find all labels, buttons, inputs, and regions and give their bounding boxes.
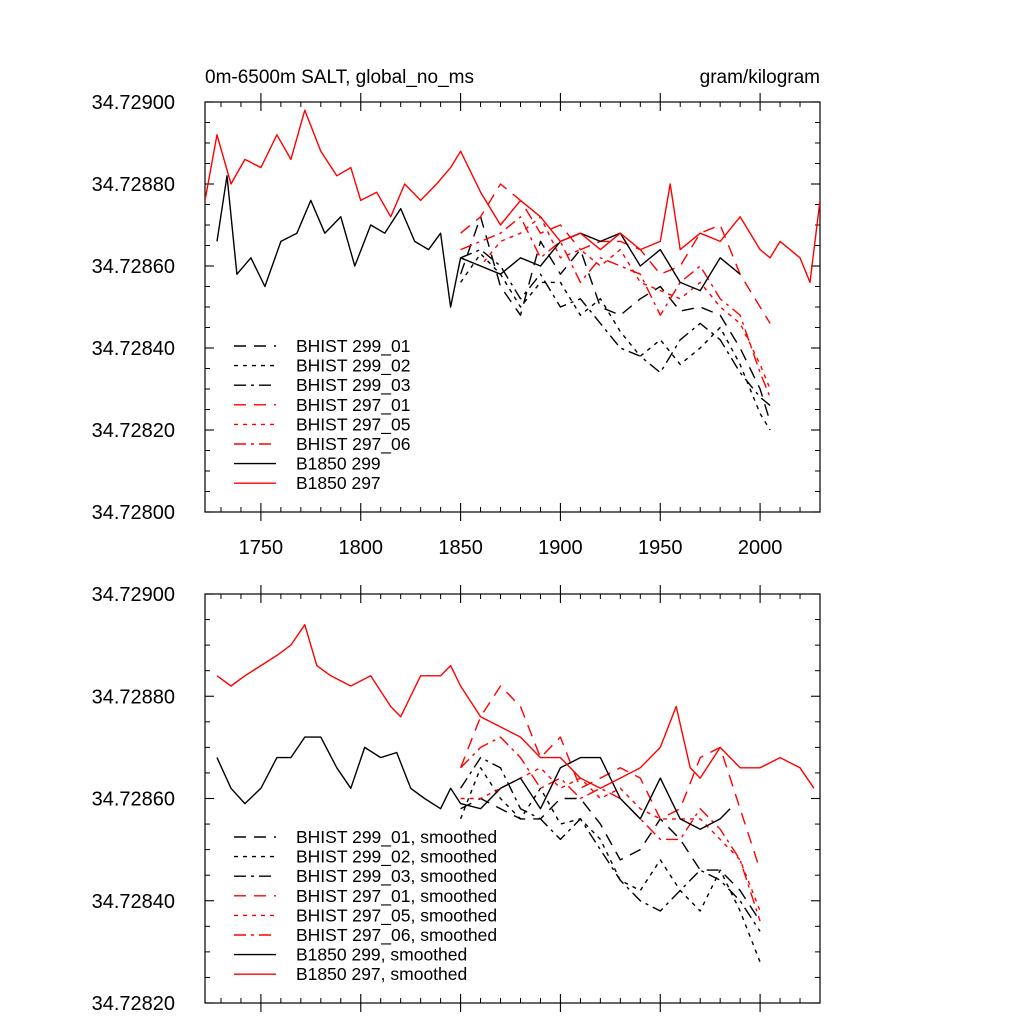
legend-label-7: B1850 299 (296, 454, 381, 474)
y-tick-label: 34.72880 (92, 686, 175, 708)
y-tick-label: 34.72900 (92, 92, 175, 114)
x-tick-label: 1900 (538, 537, 583, 559)
y-tick-label: 34.72840 (92, 891, 175, 913)
bottom-panel: 34.72820 34.72840 34.72860 34.72880 34.72900… (92, 584, 821, 1015)
x-tick-label: 2000 (738, 537, 783, 559)
legend-label-3: BHIST 299_03, smoothed (296, 866, 497, 887)
series-line-8 (216, 624, 815, 789)
legend-label-6: BHIST 297_06 (296, 434, 410, 455)
series-line-6 (460, 216, 771, 398)
x-tick-label: 1850 (438, 537, 483, 559)
series-line-3 (460, 248, 771, 406)
series-line-4 (459, 685, 761, 871)
top-panel: 0m-6500m SALT, global_no_ms gram/kilogra… (92, 67, 821, 559)
series-line-5 (460, 767, 761, 912)
legend-label-4: BHIST 297_01 (296, 395, 410, 416)
legend-label-8: B1850 297 (296, 473, 381, 493)
series-line-4 (460, 183, 771, 324)
legend-label-6: BHIST 297_06, smoothed (296, 925, 497, 946)
series-line-7 (216, 175, 741, 308)
series-line-1 (460, 797, 761, 922)
y-tick-label: 34.72820 (92, 420, 175, 442)
y-tick-label: 34.72820 (92, 993, 175, 1015)
y-tick-label: 34.72800 (92, 502, 175, 524)
legend-label-2: BHIST 299_02, smoothed (296, 847, 497, 868)
x-tick-label: 1800 (338, 537, 383, 559)
legend-label-5: BHIST 297_05 (296, 414, 410, 435)
series-line-6 (460, 736, 761, 922)
y-tick-label: 34.72860 (92, 789, 175, 811)
y-tick-label: 34.72900 (92, 584, 175, 606)
legend-label-5: BHIST 297_05, smoothed (296, 905, 497, 926)
y-tick-label: 34.72860 (92, 256, 175, 278)
series-line-5 (460, 216, 771, 390)
series-line-8 (205, 109, 820, 284)
legend-label-2: BHIST 299_02 (296, 356, 410, 377)
series-line-1 (459, 216, 771, 423)
series-line-3 (460, 756, 761, 932)
y-tick-label: 34.72840 (92, 338, 175, 360)
x-tick-label: 1750 (239, 537, 284, 559)
x-tick-label: 1950 (638, 537, 683, 559)
legend-label-8: B1850 297, smoothed (296, 964, 467, 984)
legend-label-1: BHIST 299_01, smoothed (296, 827, 497, 848)
chart-title-left: 0m-6500m SALT, global_no_ms (205, 67, 474, 88)
chart-title-right: gram/kilogram (700, 67, 820, 88)
y-tick-label: 34.72880 (92, 174, 175, 196)
legend-label-3: BHIST 299_03 (296, 375, 410, 396)
legend-label-4: BHIST 297_01, smoothed (296, 886, 497, 907)
legend-label-1: BHIST 299_01 (296, 336, 410, 357)
legend-label-7: B1850 299, smoothed (296, 945, 467, 965)
series-line-7 (216, 736, 731, 830)
series-line-2 (459, 767, 761, 963)
